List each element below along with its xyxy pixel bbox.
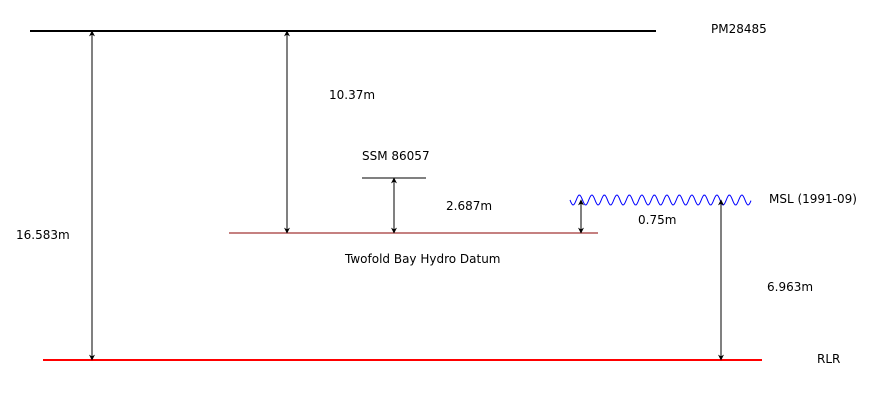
ssm-86057-label: SSM 86057 — [362, 149, 430, 163]
pm-to-rlr-label: 16.583m — [16, 228, 70, 242]
msl-to-hydro-label: 0.75m — [638, 213, 676, 227]
rlr-label: RLR — [817, 352, 840, 366]
msl-to-rlr-label: 6.963m — [767, 280, 813, 294]
pm28485-label: PM28485 — [711, 22, 767, 36]
ssm-to-hydro-label: 2.687m — [446, 199, 492, 213]
msl-wave-line — [569, 194, 752, 206]
hydro-datum-label: Twofold Bay Hydro Datum — [344, 252, 501, 266]
msl-label: MSL (1991-09) — [769, 192, 857, 206]
pm-to-hydro-label: 10.37m — [329, 88, 375, 102]
